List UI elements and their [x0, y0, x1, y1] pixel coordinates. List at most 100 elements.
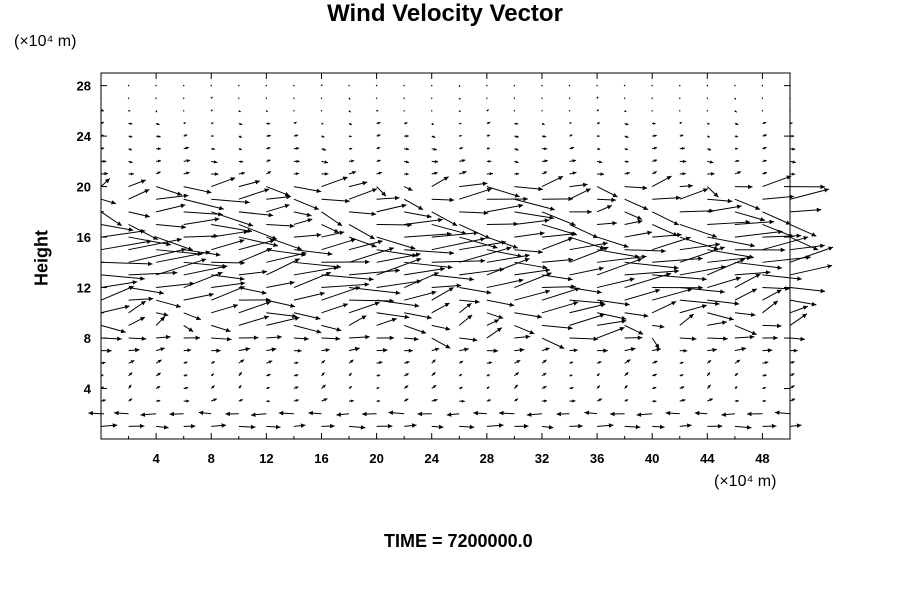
- vector-arrow: [155, 236, 193, 251]
- vector-arrowhead: [240, 160, 244, 163]
- vector-arrow: [404, 219, 443, 225]
- vector-arrowhead: [445, 344, 451, 349]
- vector-arrow: [569, 246, 609, 263]
- vector-arrow: [293, 266, 339, 276]
- vector-arrowhead: [680, 361, 684, 365]
- vector-arrow: [486, 204, 524, 213]
- vector-arrowhead: [388, 247, 394, 252]
- vector-arrowhead: [487, 374, 490, 377]
- vector-arrowhead: [682, 172, 686, 176]
- vector-arrowhead: [677, 232, 682, 238]
- vector-arrow: [128, 224, 159, 241]
- vector-arrowhead: [295, 172, 299, 176]
- vector-arrowhead: [637, 219, 643, 224]
- vector-arrowhead: [469, 424, 475, 430]
- vector-arrowhead: [524, 253, 530, 259]
- vector-arrowhead: [736, 159, 740, 163]
- vector-arrowhead: [211, 385, 215, 389]
- vector-arrowhead: [144, 213, 150, 218]
- vector-arrowhead: [198, 410, 204, 416]
- vector-arrowhead: [487, 147, 490, 150]
- vector-arrowhead: [741, 346, 747, 352]
- vector-arrowhead: [156, 122, 160, 126]
- vector-arrowhead: [349, 135, 352, 138]
- vector-arrow: [155, 258, 207, 276]
- vector-arrow: [348, 247, 395, 263]
- vector-arrowhead: [360, 425, 366, 430]
- vector-arrowhead: [364, 282, 370, 287]
- vector-arrow: [762, 235, 802, 238]
- vector-arrowhead: [371, 211, 377, 217]
- y-tick-label: 28: [77, 79, 91, 94]
- vector-arrowhead: [377, 147, 380, 150]
- vector-arrowhead: [294, 122, 297, 125]
- vector-arrow: [404, 249, 455, 254]
- vector-arrowhead: [244, 199, 250, 205]
- vector-arrowhead: [413, 336, 419, 342]
- vector-dot: [486, 97, 488, 99]
- vector-arrow: [100, 240, 152, 251]
- vector-arrowhead: [365, 334, 370, 340]
- vector-arrow: [541, 301, 579, 314]
- vector-arrowhead: [717, 423, 723, 429]
- vector-arrowhead: [221, 423, 227, 428]
- vector-arrowhead: [538, 249, 543, 255]
- vector-arrowhead: [434, 171, 438, 175]
- vector-arrow: [514, 198, 555, 211]
- vector-arrowhead: [185, 146, 189, 150]
- vector-arrowhead: [211, 373, 214, 377]
- vector-arrowhead: [598, 398, 602, 402]
- vector-arrowhead: [764, 361, 769, 365]
- vector-arrowhead: [598, 160, 603, 164]
- vector-arrowhead: [240, 260, 245, 266]
- vector-arrowhead: [183, 193, 189, 199]
- vector-arrowhead: [218, 211, 223, 217]
- vector-arrowhead: [824, 188, 829, 193]
- vector-arrowhead: [599, 245, 605, 250]
- vector-arrowhead: [735, 373, 738, 376]
- vector-arrowhead: [789, 194, 794, 200]
- vector-dot: [789, 84, 791, 87]
- vector-arrowhead: [250, 412, 256, 417]
- vector-arrowhead: [267, 122, 271, 125]
- vector-arrow: [762, 287, 790, 290]
- vector-arrowhead: [295, 386, 299, 390]
- vector-arrowhead: [487, 121, 491, 125]
- vector-arrowhead: [544, 218, 550, 223]
- vector-arrowhead: [791, 361, 795, 364]
- vector-arrowhead: [567, 276, 573, 282]
- vector-arrowhead: [653, 171, 657, 175]
- vector-arrowhead: [157, 171, 161, 175]
- vector-arrowhead: [377, 239, 383, 245]
- vector-field: [88, 84, 834, 430]
- vector-arrowhead: [665, 410, 671, 416]
- vector-arrowhead: [549, 206, 555, 211]
- x-tick-label: 12: [259, 451, 273, 466]
- vector-arrow: [734, 198, 761, 210]
- vector-arrowhead: [473, 410, 478, 416]
- vector-arrowhead: [771, 423, 777, 429]
- vector-dot: [210, 84, 212, 87]
- vector-arrow: [183, 186, 212, 194]
- vector-arrowhead: [487, 399, 491, 402]
- vector-arrow: [404, 291, 437, 301]
- vector-arrow: [348, 287, 401, 294]
- vector-arrowhead: [321, 122, 324, 125]
- vector-arrowhead: [140, 412, 146, 417]
- vector-arrowhead: [713, 192, 719, 198]
- vector-arrowhead: [180, 203, 186, 209]
- vector-arrowhead: [177, 191, 182, 196]
- vector-arrowhead: [157, 399, 161, 403]
- vector-arrowhead: [186, 399, 190, 403]
- vector-arrowhead: [600, 172, 605, 176]
- vector-arrow: [156, 249, 203, 255]
- vector-arrowhead: [567, 325, 573, 331]
- y-tick-label: 8: [84, 331, 91, 346]
- vector-arrowhead: [715, 242, 721, 248]
- x-tick-label: 4: [153, 451, 161, 466]
- vector-arrow: [762, 223, 794, 238]
- vector-dot: [182, 97, 185, 99]
- vector-arrow: [293, 324, 322, 334]
- vector-arrowhead: [296, 245, 302, 251]
- vector-arrow: [652, 288, 693, 301]
